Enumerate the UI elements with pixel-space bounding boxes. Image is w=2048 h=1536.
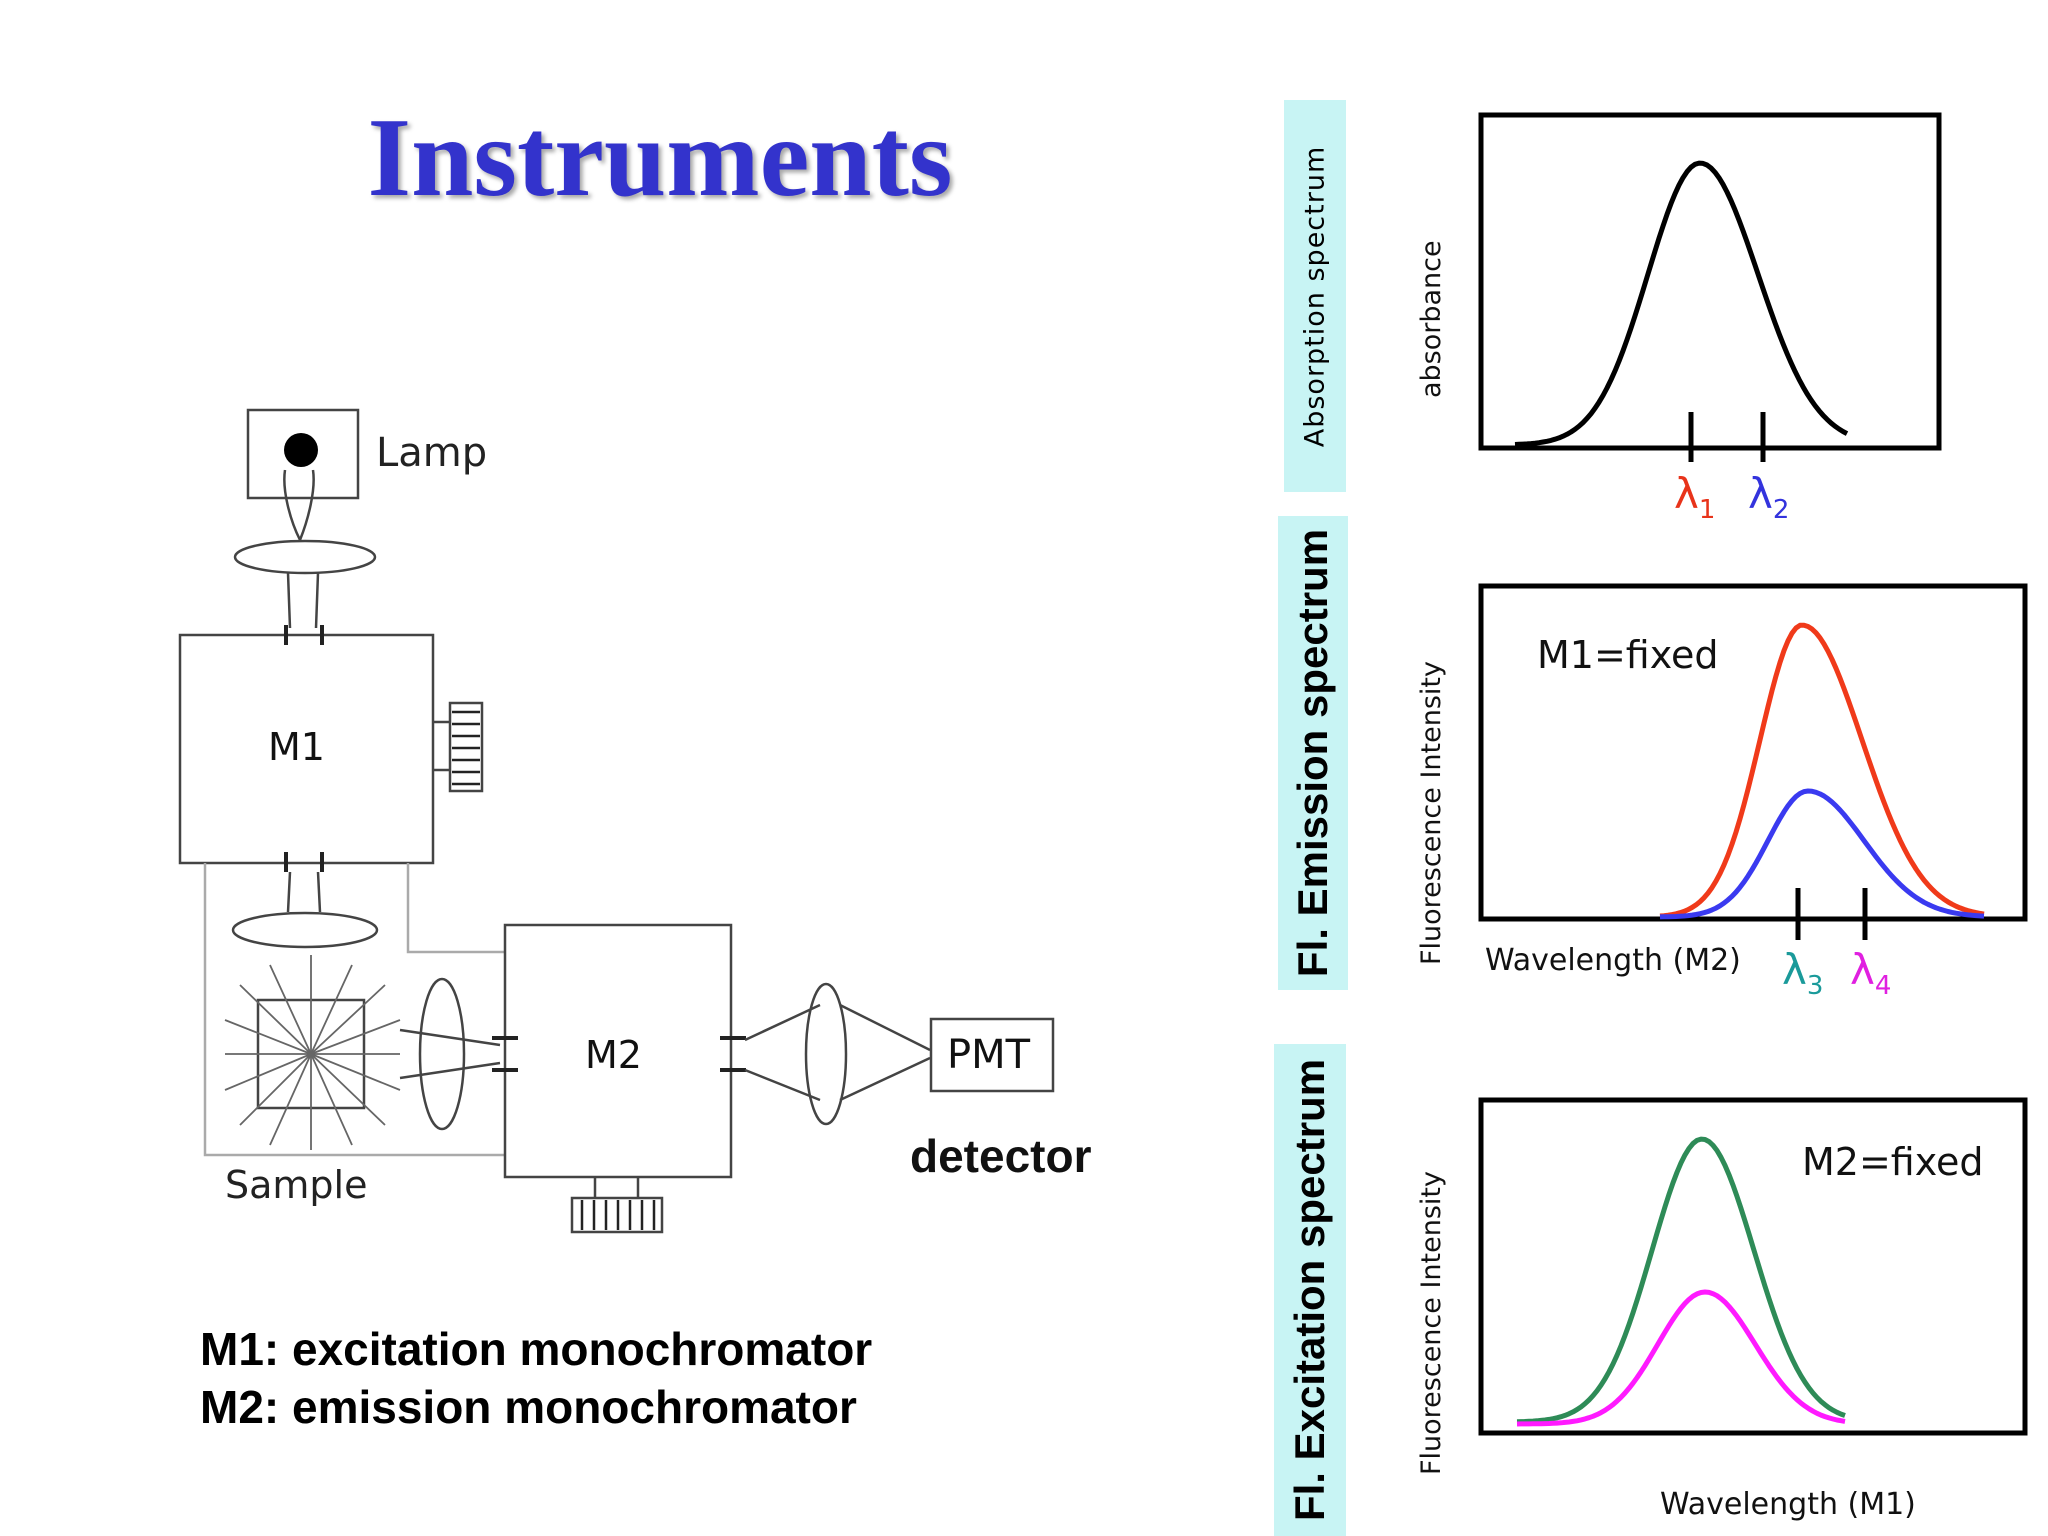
m2-label: M2 [585, 1033, 642, 1077]
spectra-panels: absorbance λ1 λ2 Fluorescence Intensity … [1416, 112, 2028, 1522]
lamp-bulb [284, 433, 318, 467]
instrument-schematic: Lamp M1 M2 PMT Sample detector [178, 408, 1092, 1234]
lens-m2-pmt [804, 982, 848, 1126]
m1-grating-knob [448, 701, 484, 793]
tab-excitation-spectrum: Fl. Excitation spectrum [1274, 1044, 1346, 1536]
monochromator-m1-box [178, 633, 435, 865]
lamp-housing [246, 408, 360, 500]
legend-m2: M2: emission monochromator [200, 1381, 857, 1433]
emission-plot-frame [1478, 583, 2028, 922]
pmt-box [929, 1017, 1055, 1093]
lamp-label: Lamp [376, 430, 487, 476]
emission-curve-low [1659, 788, 1985, 920]
excitation-ylabel: Fluorescence Intensity [1416, 1171, 1447, 1475]
legend-m1: M1: excitation monochromator [200, 1323, 873, 1375]
tab-emission-spectrum: Fl. Emission spectrum [1278, 516, 1348, 990]
tab-absorption-label: Absorption spectrum [1299, 145, 1331, 447]
m1-label: M1 [268, 725, 325, 769]
detector-label: detector [910, 1130, 1092, 1182]
tab-absorption-spectrum: Absorption spectrum [1284, 100, 1346, 492]
emission-curve-high [1659, 622, 1985, 919]
lambda4-label: λ4 [1850, 945, 1891, 1001]
tab-excitation-label: Fl. Excitation spectrum [1286, 1058, 1334, 1522]
excitation-note: M2=fixed [1802, 1140, 1984, 1184]
pmt-label: PMT [947, 1032, 1031, 1078]
absorption-plot-frame [1478, 112, 1942, 451]
lambda3-label: λ3 [1782, 945, 1823, 1001]
sample-label: Sample [225, 1163, 367, 1207]
lamp-beam [283, 469, 315, 541]
absorption-curve [1514, 160, 1849, 447]
lens-sample-m2 [418, 977, 466, 1131]
slide-title: Instruments [367, 96, 953, 220]
sample-emission-rays [224, 955, 401, 1150]
lambda2-label: λ2 [1748, 469, 1789, 525]
monochromator-m2-box [503, 923, 733, 1179]
excitation-curve-high [1516, 1136, 1846, 1425]
excitation-xlabel: Wavelength (M1) [1660, 1487, 1916, 1522]
excitation-curve-low [1516, 1289, 1846, 1427]
emission-xlabel: Wavelength (M2) [1485, 943, 1741, 978]
lens-lower [231, 911, 379, 949]
lambda1-label: λ1 [1674, 469, 1715, 525]
excitation-plot-frame [1478, 1097, 2028, 1436]
tab-emission-label: Fl. Emission spectrum [1289, 528, 1336, 978]
m2-grating-knob [570, 1196, 664, 1234]
lens-upper [233, 539, 377, 575]
emission-note: M1=fixed [1537, 633, 1719, 677]
emission-ylabel: Fluorescence Intensity [1416, 661, 1447, 965]
absorption-ylabel: absorbance [1416, 240, 1447, 398]
